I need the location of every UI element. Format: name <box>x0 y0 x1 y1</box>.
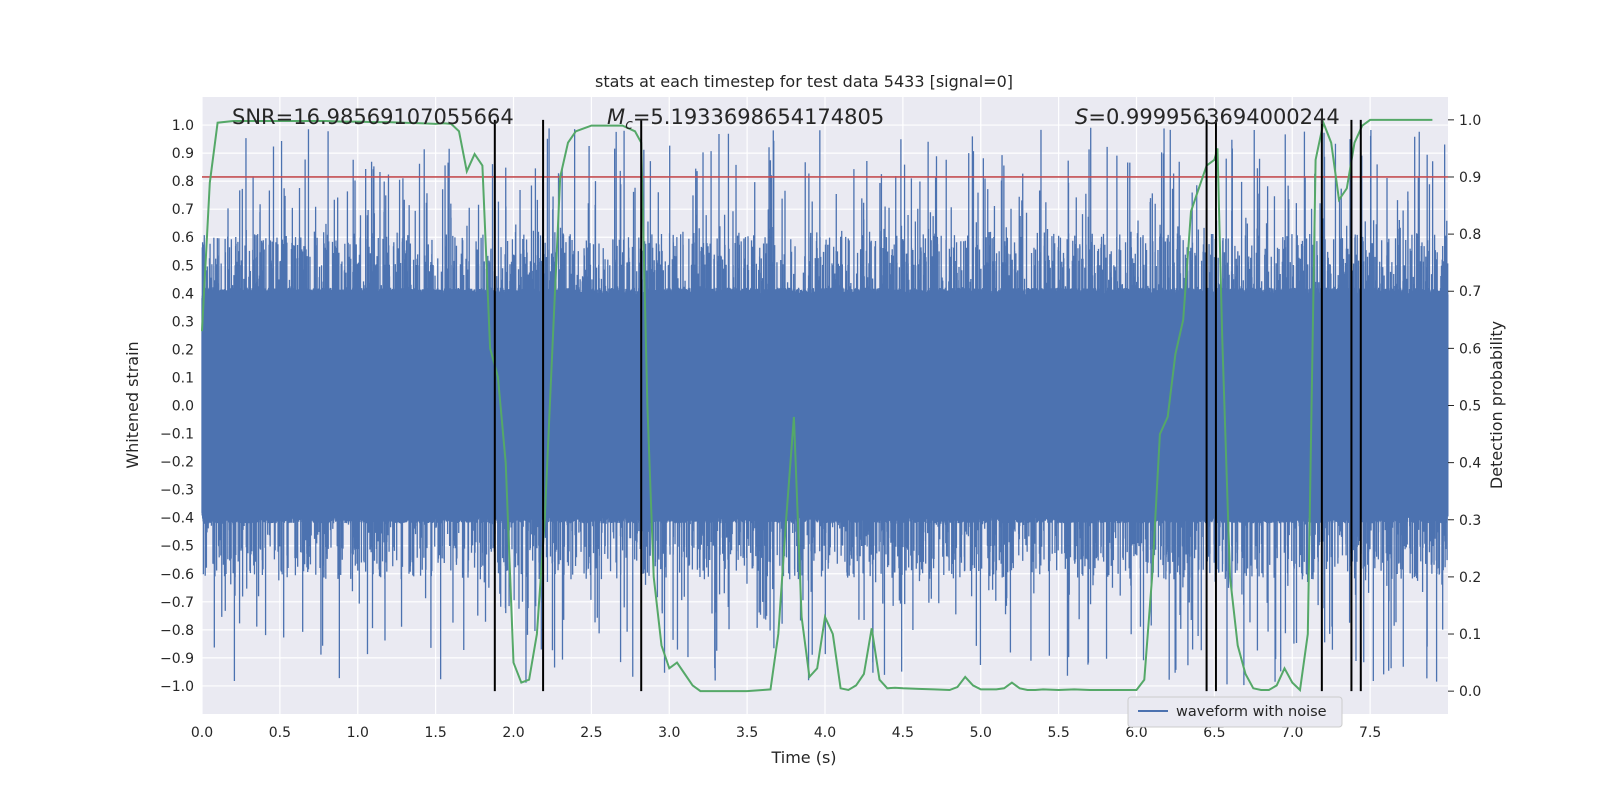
y-axis-label: Whitened strain <box>123 341 142 468</box>
y2-tick-label: 0.2 <box>1459 570 1481 586</box>
x-tick-label: 2.5 <box>580 725 602 741</box>
y-tick-label: 0.9 <box>172 146 194 162</box>
y-tick-label: 0.6 <box>172 230 194 246</box>
x-tick-label: 7.0 <box>1281 725 1303 741</box>
y2-axis-label: Detection probability <box>1487 321 1506 489</box>
probability-line <box>201 118 1433 693</box>
probability-series <box>201 118 1433 693</box>
x-tick-label: 6.0 <box>1125 725 1147 741</box>
x-tick-label: 6.5 <box>1203 725 1225 741</box>
x-tick-label: 3.5 <box>736 725 758 741</box>
x-tick-label: 2.0 <box>502 725 524 741</box>
y-tick-label: −0.6 <box>160 567 194 583</box>
y2-tick-label: 0.7 <box>1459 284 1481 300</box>
y-tick-label: −0.1 <box>160 427 194 443</box>
waveform-series <box>201 127 1449 686</box>
y-tick-label: −0.4 <box>160 511 194 527</box>
trigger-lines <box>493 119 1362 692</box>
y-tick-label: 0.1 <box>172 370 194 386</box>
y2-tick-label: 0.1 <box>1459 627 1481 643</box>
y2-tick-label: 0.3 <box>1459 513 1481 529</box>
x-tick-label: 0.0 <box>191 725 213 741</box>
y2-tick-label: 0.8 <box>1459 227 1481 243</box>
x-tick-label: 4.5 <box>892 725 914 741</box>
y-tick-label: 0.8 <box>172 174 194 190</box>
y-tick-label: 0.7 <box>172 202 194 218</box>
legend: waveform with noise <box>1127 696 1343 728</box>
snr-annotation: SNR=16.98569107055664 <box>232 105 514 129</box>
x-tick-label: 5.5 <box>1047 725 1069 741</box>
y2-tick-label: 0.4 <box>1459 456 1481 472</box>
x-axis-ticks: 0.0 0.5 1.0 1.5 2.0 2.5 3.0 3.5 4.0 4.5 5.0 5.5 6.0 6… <box>191 725 1381 741</box>
y-tick-label: 1.0 <box>172 118 194 134</box>
s-value: =0.9999563694000244 <box>1088 105 1339 129</box>
y-tick-label: −0.5 <box>160 539 194 555</box>
y-tick-label: −0.9 <box>160 651 194 667</box>
chirp-mass-symbol: M <box>607 105 625 129</box>
y-tick-label: −0.3 <box>160 483 194 499</box>
x-tick-label: 4.0 <box>814 725 836 741</box>
y-tick-label: −1.0 <box>160 679 194 695</box>
y-tick-label: −0.7 <box>160 595 194 611</box>
y-tick-label: 0.0 <box>172 399 194 415</box>
y-tick-label: 0.2 <box>172 342 194 358</box>
y-tick-label: −0.8 <box>160 623 194 639</box>
y2-tick-label: 0.5 <box>1459 399 1481 415</box>
y2-tick-label: 0.6 <box>1459 341 1481 357</box>
chirp-mass-value: =5.1933698654174805 <box>633 105 884 129</box>
chirp-mass-annotation: Mc=5.1933698654174805 <box>607 105 884 133</box>
y2-tick-label: 0.0 <box>1459 684 1481 700</box>
x-tick-label: 1.0 <box>347 725 369 741</box>
y2-tick-label: 0.9 <box>1459 170 1481 186</box>
y2-axis-ticks: 1.0 0.9 0.8 0.7 0.6 0.5 0.4 0.3 0.2 0.1 0.0 <box>1448 113 1481 700</box>
x-tick-label: 7.5 <box>1359 725 1381 741</box>
x-axis-label: Time (s) <box>770 748 836 767</box>
x-tick-label: 0.5 <box>269 725 291 741</box>
x-tick-label: 3.0 <box>658 725 680 741</box>
chirp-mass-subscript: c <box>625 117 633 133</box>
y-tick-label: 0.4 <box>172 286 194 302</box>
chart-title: stats at each timestep for test data 543… <box>595 72 1013 91</box>
y2-tick-label: 1.0 <box>1459 113 1481 129</box>
y-axis-ticks: 1.0 0.9 0.8 0.7 0.6 0.5 0.4 0.3 0.2 0.1 0.0 −0.1 −0.… <box>160 118 194 695</box>
s-annotation: S=0.9999563694000244 <box>1075 105 1340 129</box>
x-tick-label: 1.5 <box>424 725 446 741</box>
y-tick-label: −0.2 <box>160 455 194 471</box>
legend-box <box>1127 696 1343 728</box>
waveform-path <box>201 127 1449 686</box>
legend-label-waveform: waveform with noise <box>1176 704 1327 720</box>
y-tick-label: 0.3 <box>172 314 194 330</box>
y-tick-label: 0.5 <box>172 258 194 274</box>
x-tick-label: 5.0 <box>970 725 992 741</box>
s-symbol: S <box>1075 105 1088 129</box>
